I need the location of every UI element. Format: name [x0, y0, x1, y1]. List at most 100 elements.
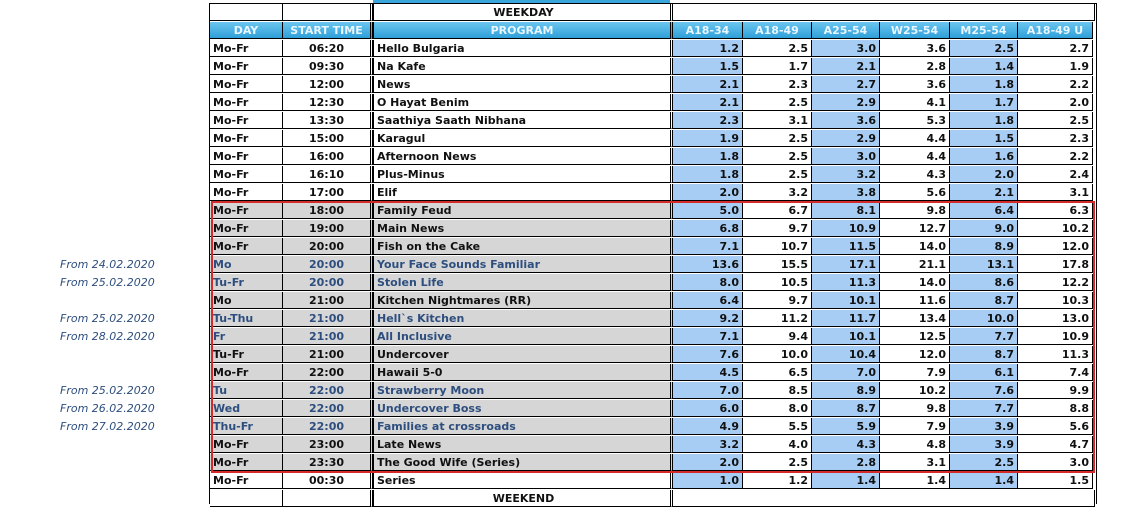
day-cell: Mo-Fr [210, 472, 283, 489]
rating-cell: 7.7 [950, 400, 1018, 417]
rating-cell: 17.1 [812, 256, 880, 273]
rating-cell: 2.1 [950, 184, 1018, 201]
table-row[interactable]: Mo-Fr 06:20 Hello Bulgaria 1.2 2.5 3.0 3.6 2.5 2… [210, 40, 1095, 58]
day-cell: Mo-Fr [210, 364, 283, 381]
rating-cell: 2.7 [812, 76, 880, 93]
table-row[interactable]: Tu-Fr 20:00 Stolen Life 8.0 10.5 11.3 14.0 8.6 1… [210, 274, 1095, 292]
start-time-cell: 06:20 [283, 40, 373, 57]
rating-cell: 11.7 [812, 310, 880, 327]
column-header[interactable]: PROGRAM [373, 22, 673, 39]
program-cell: Kitchen Nightmares (RR) [373, 292, 673, 309]
rating-cell: 10.2 [1018, 220, 1093, 237]
schedule-note: From 25.02.2020 [60, 384, 155, 397]
start-time-cell: 21:00 [283, 310, 373, 327]
table-row[interactable]: Mo-Fr 16:00 Afternoon News 1.8 2.5 3.0 4.4 1.6 2… [210, 148, 1095, 166]
rating-cell: 2.5 [743, 94, 812, 111]
rating-cell: 10.1 [812, 328, 880, 345]
table-row[interactable]: Mo-Fr 23:30 The Good Wife (Series) 2.0 2.5 2.… [210, 454, 1095, 472]
start-time-cell: 15:00 [283, 130, 373, 147]
table-row[interactable]: Mo-Fr 09:30 Na Kafe 1.5 1.7 2.1 2.8 1.4 1.9 [210, 58, 1095, 76]
rating-cell: 2.2 [1018, 148, 1093, 165]
program-cell: Families at crossroads [373, 418, 673, 435]
rating-cell: 7.9 [880, 364, 950, 381]
rating-cell: 3.1 [1018, 184, 1093, 201]
column-header[interactable]: A18-49 [743, 22, 812, 39]
day-cell: Mo-Fr [210, 184, 283, 201]
rating-cell: 7.0 [812, 364, 880, 381]
table-row[interactable]: Tu 22:00 Strawberry Moon 7.0 8.5 8.9 10.2 7.6 9.… [210, 382, 1095, 400]
day-cell: Mo-Fr [210, 112, 283, 129]
program-cell: Series [373, 472, 673, 489]
rating-cell: 1.2 [743, 472, 812, 489]
column-header[interactable]: A25-54 [812, 22, 880, 39]
rating-cell: 2.1 [812, 58, 880, 75]
rating-cell: 8.9 [950, 238, 1018, 255]
table-row[interactable]: Mo-Fr 20:00 Fish on the Cake 7.1 10.7 11.5 14.… [210, 238, 1095, 256]
schedule-note: From 28.02.2020 [60, 330, 155, 343]
column-header[interactable]: A18-49 U [1018, 22, 1093, 39]
day-cell: Mo-Fr [210, 166, 283, 183]
column-header[interactable]: W25-54 [880, 22, 950, 39]
table-row[interactable]: Fr 21:00 All Inclusive 7.1 9.4 10.1 12.5 7.7 10.… [210, 328, 1095, 346]
table-row[interactable]: Mo-Fr 23:00 Late News 3.2 4.0 4.3 4.8 3.9 4.7 [210, 436, 1095, 454]
table-row[interactable]: Mo-Fr 15:00 Karagul 1.9 2.5 2.9 4.4 1.5 2.3 [210, 130, 1095, 148]
rating-cell: 9.7 [743, 292, 812, 309]
day-cell: Mo [210, 256, 283, 273]
column-header[interactable]: A18-34 [673, 22, 743, 39]
rating-cell: 7.1 [673, 328, 743, 345]
table-row[interactable]: Mo-Fr 17:00 Elif 2.0 3.2 3.8 5.6 2.1 3.1 [210, 184, 1095, 202]
rating-cell: 12.5 [880, 328, 950, 345]
program-cell: Undercover [373, 346, 673, 363]
table-row[interactable]: Mo 21:00 Kitchen Nightmares (RR) 6.4 9.7 10.1… [210, 292, 1095, 310]
table-row[interactable]: Tu-Thu 21:00 Hell`s Kitchen 9.2 11.2 11.7 13.4… [210, 310, 1095, 328]
program-cell: Plus-Minus [373, 166, 673, 183]
day-cell: Mo-Fr [210, 454, 283, 471]
rating-cell: 2.3 [673, 112, 743, 129]
rating-cell: 9.9 [1018, 382, 1093, 399]
table-row[interactable]: Mo-Fr 13:30 Saathiya Saath Nibhana 2.3 3.1 3.… [210, 112, 1095, 130]
table-row[interactable]: Mo 20:00 Your Face Sounds Familiar 13.6 15.5… [210, 256, 1095, 274]
table-row[interactable]: Mo-Fr 18:00 Family Feud 5.0 6.7 8.1 9.8 6.4 6.3 [210, 202, 1095, 220]
rating-cell: 2.4 [1018, 166, 1093, 183]
rating-cell: 2.7 [1018, 40, 1093, 57]
rating-cell: 9.0 [950, 220, 1018, 237]
rating-cell: 3.9 [950, 418, 1018, 435]
table-row[interactable]: Mo-Fr 19:00 Main News 6.8 9.7 10.9 12.7 9.0 10.2 [210, 220, 1095, 238]
table-row[interactable]: Wed 22:00 Undercover Boss 6.0 8.0 8.7 9.8 7.7 8.… [210, 400, 1095, 418]
start-time-cell: 17:00 [283, 184, 373, 201]
rating-cell: 6.5 [743, 364, 812, 381]
program-cell: Karagul [373, 130, 673, 147]
rating-cell: 8.5 [743, 382, 812, 399]
program-cell: Stolen Life [373, 274, 673, 291]
rating-cell: 15.5 [743, 256, 812, 273]
rating-cell: 1.8 [673, 148, 743, 165]
schedule-note: From 24.02.2020 [60, 258, 155, 271]
top-accent-bar [373, 0, 670, 3]
table-row[interactable]: Thu-Fr 22:00 Families at crossroads 4.9 5.5 5… [210, 418, 1095, 436]
rating-cell: 4.5 [673, 364, 743, 381]
table-row[interactable]: Mo-Fr 00:30 Series 1.0 1.2 1.4 1.4 1.4 1.5 [210, 472, 1095, 490]
table-row[interactable]: Tu-Fr 21:00 Undercover 7.6 10.0 10.4 12.0 8.7 11… [210, 346, 1095, 364]
column-header[interactable]: START TIME [283, 22, 373, 39]
rating-cell: 10.0 [743, 346, 812, 363]
table-row[interactable]: Mo-Fr 16:10 Plus-Minus 1.8 2.5 3.2 4.3 2.0 2.4 [210, 166, 1095, 184]
program-cell: Fish on the Cake [373, 238, 673, 255]
rating-cell: 8.7 [950, 292, 1018, 309]
rating-cell: 12.0 [1018, 238, 1093, 255]
column-header[interactable]: DAY [210, 22, 283, 39]
rating-cell: 1.6 [950, 148, 1018, 165]
table-row[interactable]: Mo-Fr 22:00 Hawaii 5-0 4.5 6.5 7.0 7.9 6.1 7.4 [210, 364, 1095, 382]
day-cell: Mo [210, 292, 283, 309]
rating-cell: 12.7 [880, 220, 950, 237]
rating-cell: 17.8 [1018, 256, 1093, 273]
column-header-row: DAY START TIME PROGRAM A18-34 A18-49 A25-54 W2… [210, 22, 1095, 40]
rating-cell: 2.5 [743, 40, 812, 57]
start-time-cell: 21:00 [283, 328, 373, 345]
rating-cell: 10.2 [880, 382, 950, 399]
weekday-group-row: WEEKDAY [210, 4, 1095, 22]
start-time-cell: 12:30 [283, 94, 373, 111]
column-header[interactable]: M25-54 [950, 22, 1018, 39]
rating-cell: 13.4 [880, 310, 950, 327]
table-row[interactable]: Mo-Fr 12:00 News 2.1 2.3 2.7 3.6 1.8 2.2 [210, 76, 1095, 94]
table-row[interactable]: Mo-Fr 12:30 O Hayat Benim 2.1 2.5 2.9 4.1 1.7 2.… [210, 94, 1095, 112]
